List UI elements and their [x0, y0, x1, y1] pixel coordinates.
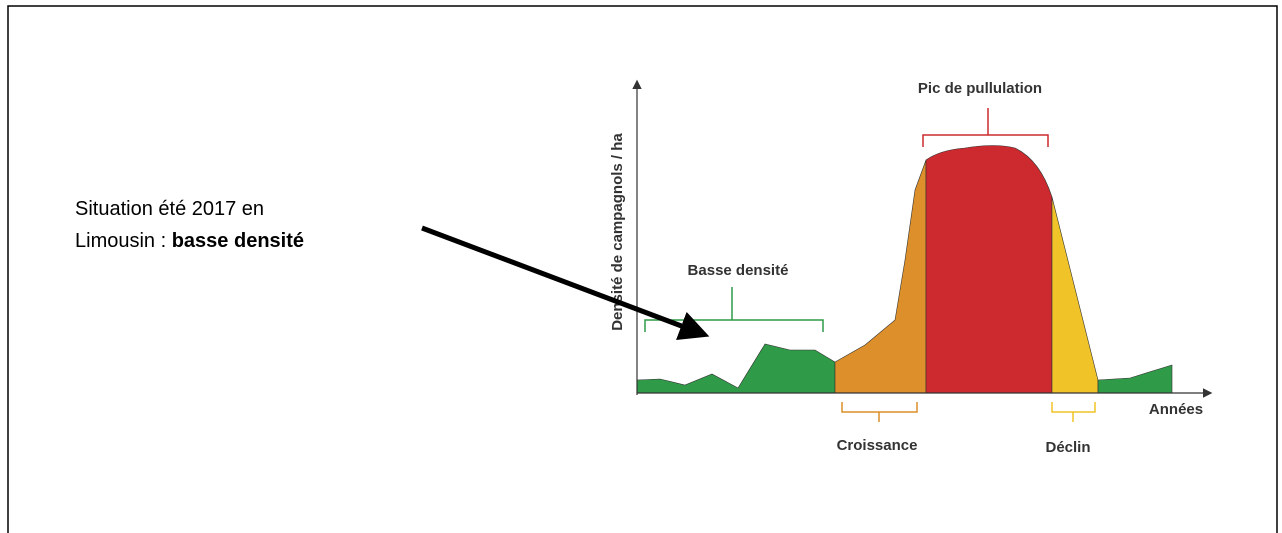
growth-label: Croissance	[837, 437, 918, 454]
x-axis-label: Années	[1149, 401, 1203, 418]
low-bracket	[644, 287, 824, 332]
y-axis-label: Densité de campagnols / ha	[609, 133, 626, 331]
growth-bracket	[841, 402, 918, 422]
decline-area	[1051, 196, 1099, 394]
frame	[7, 5, 1278, 533]
low-label: Basse densité	[688, 262, 789, 279]
growth-area	[834, 159, 927, 394]
peak-area	[925, 145, 1053, 394]
annotation-text: Limousin :	[75, 230, 172, 252]
annotation-line: Limousin : basse densité	[75, 230, 304, 252]
low-area-2	[1097, 364, 1173, 394]
annotation-bold: basse densité	[172, 230, 304, 252]
peak-label: Pic de pullulation	[918, 80, 1042, 97]
curve	[636, 145, 1173, 394]
decline-bracket	[1051, 402, 1096, 422]
annotation-line: Situation été 2017 en	[75, 198, 264, 220]
decline-label: Déclin	[1045, 439, 1090, 456]
pointer-arrow	[421, 225, 710, 340]
low-area	[636, 343, 836, 394]
peak-bracket	[922, 108, 1049, 147]
